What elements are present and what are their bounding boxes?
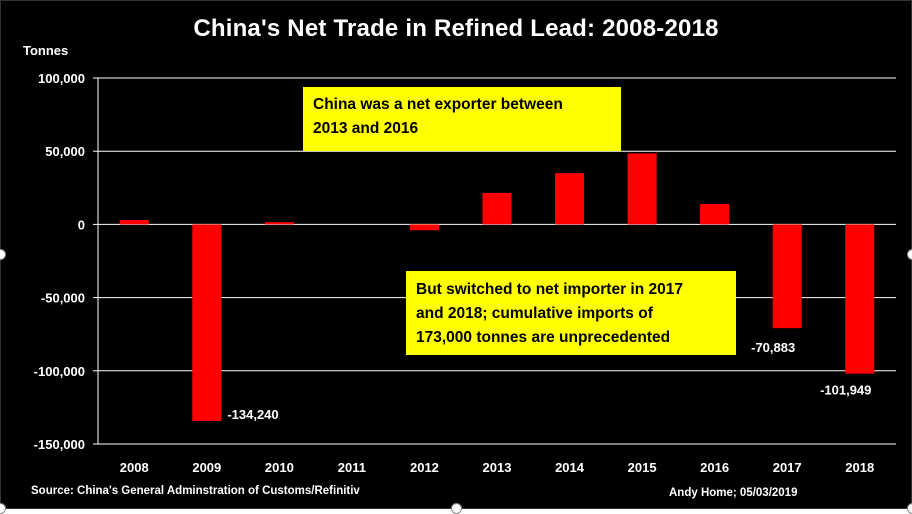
x-tick-label: 2008	[120, 460, 149, 475]
bar	[772, 224, 802, 329]
y-tick-label: 100,000	[38, 71, 85, 86]
y-tick-label: -150,000	[34, 437, 85, 452]
y-tick-label: -100,000	[34, 364, 85, 379]
annotation-net-exporter: China was a net exporter between 2013 an…	[303, 87, 621, 151]
x-tick-label: 2017	[773, 460, 802, 475]
resize-handle-right[interactable]	[907, 249, 912, 260]
data-label: -70,883	[751, 340, 795, 355]
x-tick-label: 2014	[555, 460, 585, 475]
bar	[700, 203, 730, 225]
x-tick-label: 2016	[700, 460, 729, 475]
y-tick-label: 0	[78, 217, 85, 232]
x-tick-label: 2010	[265, 460, 294, 475]
bar	[555, 173, 585, 225]
x-tick-label: 2011	[338, 460, 366, 475]
annotation-net-importer: But switched to net importer in 2017 and…	[406, 271, 736, 355]
bar	[845, 224, 875, 374]
x-tick-label: 2015	[628, 460, 657, 475]
bar	[409, 224, 439, 231]
bar	[264, 222, 294, 225]
data-label: -101,949	[820, 383, 871, 398]
chart-title: China's Net Trade in Refined Lead: 2008-…	[193, 15, 719, 42]
author-credit: Andy Home; 05/03/2019	[669, 487, 798, 499]
x-tick-label: 2012	[410, 460, 439, 475]
bar	[482, 192, 512, 225]
x-tick-label: 2018	[845, 460, 874, 475]
source-note: Source: China's General Adminstration of…	[31, 485, 360, 497]
x-tick-label: 2009	[192, 460, 221, 475]
y-tick-label: -50,000	[41, 291, 85, 306]
x-tick-label: 2013	[483, 460, 512, 475]
data-label: -134,240	[227, 407, 278, 422]
bar	[192, 224, 222, 421]
bar	[627, 153, 657, 225]
y-tick-label: 50,000	[45, 144, 85, 159]
bar	[119, 220, 149, 225]
y-axis-unit-label: Tonnes	[23, 43, 69, 58]
